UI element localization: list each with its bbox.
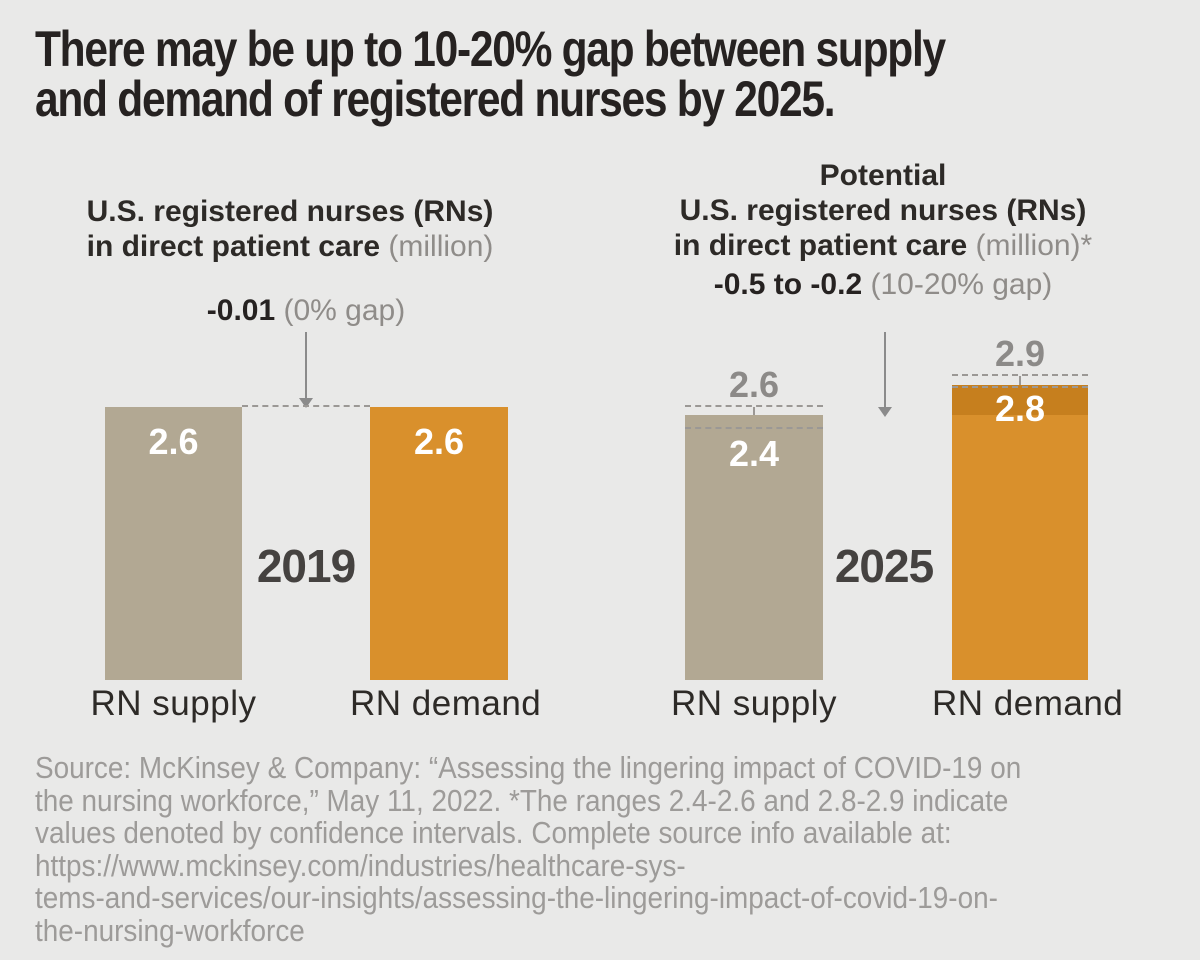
- supply-bar-2025: [685, 415, 823, 680]
- gap-percent-2019: (0% gap): [283, 294, 406, 327]
- gap-value-2025: -0.5 to -0.2: [713, 268, 863, 301]
- title-line-1: There may be up to 10-20% gap between su…: [35, 21, 946, 77]
- supply-value-label-2025: 2.4: [728, 433, 780, 474]
- chart-2025-header: Potential U.S. registered nurses (RNs) i…: [623, 158, 1143, 263]
- demand-bar-2025: [952, 385, 1088, 680]
- chart-2019-unit-label: (million): [388, 230, 494, 263]
- source-note: Source: McKinsey & Company: “Assessing t…: [35, 750, 1131, 948]
- demand-bar-2019: [370, 407, 508, 680]
- source-line: the nursing workforce,” May 11, 2022. *T…: [35, 782, 1009, 818]
- source-line: the-nursing-workforce: [35, 912, 305, 948]
- demand-ci-tick-2025: [1019, 376, 1021, 385]
- demand-axis-label-2019: RN demand: [350, 684, 542, 723]
- source-line: Source: McKinsey & Company: “Assessing t…: [35, 750, 1022, 785]
- demand-excess-cap-2025: [952, 385, 1088, 415]
- demand-value-label-2025: 2.8: [994, 388, 1046, 429]
- demand-ci-lower-dash-2025: [952, 386, 1088, 388]
- supply-bar-2019: [105, 407, 242, 680]
- page-title: There may be up to 10-20% gap between su…: [35, 24, 1105, 124]
- year-label-2019: 2019: [256, 540, 356, 592]
- chart-2025-header-line-1: U.S. registered nurses (RNs): [679, 194, 1087, 227]
- chart-2025-header-subtitle: in direct patient care: [673, 229, 968, 262]
- demand-ci-upper-dash-2025: [952, 374, 1088, 376]
- gap-arrow-2019: [305, 332, 307, 398]
- arrow-down-icon: [299, 398, 313, 408]
- gap-dashed-connector-2019: [242, 405, 370, 407]
- gap-value-2019: -0.01: [206, 294, 276, 327]
- chart-2025-header-line-0: Potential: [819, 159, 947, 192]
- supply-ci-tick-2025: [753, 407, 755, 415]
- supply-value-label-2019: 2.6: [148, 421, 199, 462]
- supply-ci-upper-dash-2025: [685, 405, 823, 407]
- supply-ci-upper-label-2025: 2.6: [728, 364, 780, 405]
- chart-2025-unit-label: (million)*: [975, 229, 1093, 262]
- source-line: tems-and-services/our-insights/assessing…: [35, 880, 998, 915]
- chart-2019-header: U.S. registered nurses (RNs) in direct p…: [30, 194, 550, 264]
- title-line-2: and demand of registered nurses by 2025.: [35, 71, 836, 127]
- source-line: https://www.mckinsey.com/industries/heal…: [35, 847, 686, 883]
- demand-value-label-2019: 2.6: [413, 421, 465, 462]
- year-label-2025: 2025: [834, 540, 934, 592]
- chart-2019-header-subtitle: in direct patient care: [86, 230, 381, 263]
- supply-axis-label-2025: RN supply: [671, 684, 837, 723]
- chart-2025-header-line-2: in direct patient care (million)*: [623, 228, 1143, 263]
- chart-2025-gap-annotation: -0.5 to -0.2 (10-20% gap): [623, 268, 1143, 302]
- supply-ci-lower-dash-2025: [685, 427, 823, 429]
- demand-axis-label-2025: RN demand: [932, 684, 1124, 723]
- gap-arrow-2025: [884, 332, 886, 407]
- source-line: values denoted by confidence intervals. …: [35, 815, 952, 850]
- chart-2019-header-line-1: U.S. registered nurses (RNs): [86, 195, 494, 228]
- chart-2019-gap-annotation: -0.01 (0% gap): [46, 294, 566, 328]
- supply-axis-label-2019: RN supply: [90, 684, 257, 723]
- chart-2019-header-line-2: in direct patient care (million): [30, 229, 550, 264]
- arrow-down-icon: [878, 407, 892, 417]
- gap-percent-2025: (10-20% gap): [870, 268, 1053, 301]
- demand-ci-upper-label-2025: 2.9: [994, 333, 1046, 374]
